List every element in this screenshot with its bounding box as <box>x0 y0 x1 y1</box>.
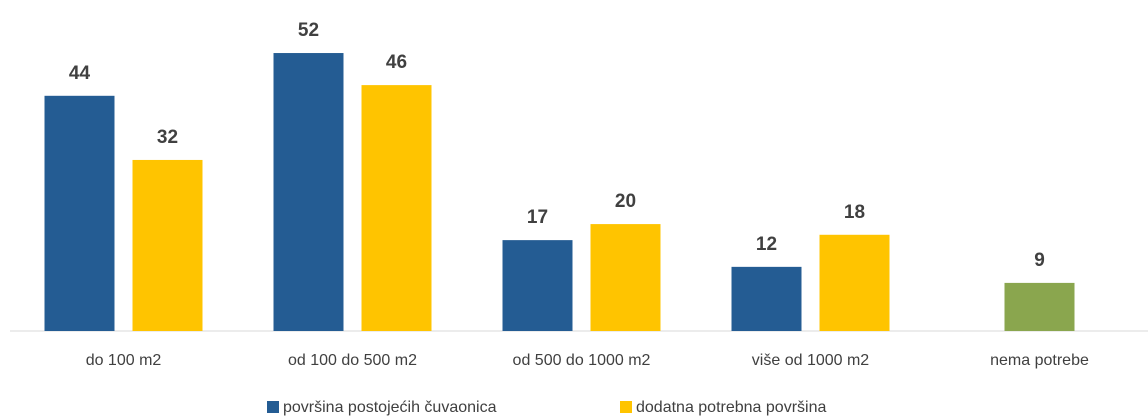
bar <box>132 159 203 331</box>
x-tick-label: od 100 do 500 m2 <box>288 352 417 369</box>
data-label: 18 <box>844 202 865 223</box>
data-label: 9 <box>1034 250 1045 271</box>
legend-swatch <box>267 401 279 413</box>
bar <box>819 234 890 331</box>
bar <box>590 224 661 331</box>
data-label: 17 <box>527 207 548 228</box>
x-tick-label: više od 1000 m2 <box>752 352 870 369</box>
legend-label: površina postojećih čuvaonica <box>283 399 497 416</box>
x-tick-label: do 100 m2 <box>86 352 162 369</box>
bar <box>1004 282 1075 331</box>
bar <box>731 266 802 331</box>
bar <box>502 240 573 331</box>
data-label: 20 <box>615 191 636 212</box>
data-label: 46 <box>386 52 407 73</box>
data-label: 32 <box>157 127 178 148</box>
bar <box>361 85 432 331</box>
data-label: 44 <box>69 63 91 84</box>
bar <box>44 95 115 331</box>
x-tick-label: od 500 do 1000 m2 <box>513 352 651 369</box>
legend-swatch <box>620 401 632 413</box>
legend-label: dodatna potrebna površina <box>636 399 826 416</box>
x-tick-label: nema potrebe <box>990 352 1089 369</box>
bar <box>273 53 344 331</box>
data-label: 12 <box>756 234 777 255</box>
data-label: 52 <box>298 20 319 41</box>
